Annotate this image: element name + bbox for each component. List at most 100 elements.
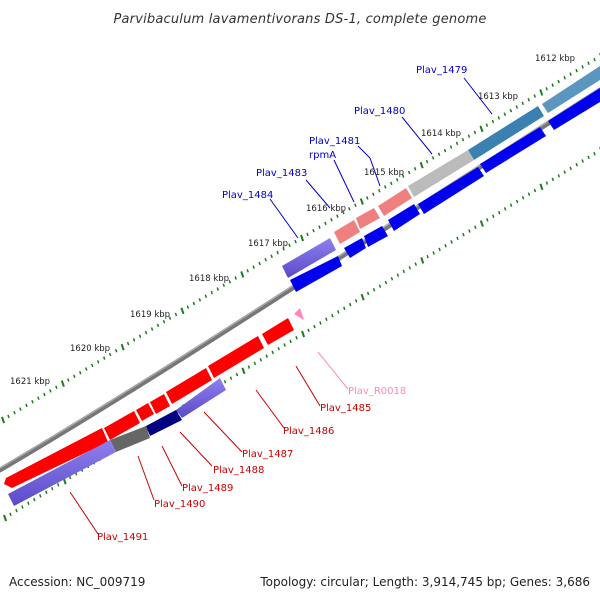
- inner-tick: [444, 243, 447, 248]
- outer-tick: [7, 414, 10, 419]
- inner-tick: [581, 159, 584, 163]
- outer-tick: [312, 228, 315, 233]
- gene-arrow-plav-1486[interactable]: [208, 336, 264, 378]
- reverse-labels: Plav_R0018 Plav_1485 Plav_1486 Plav_1487…: [97, 386, 406, 543]
- gene-bar-plav-1479-tail[interactable]: [542, 66, 600, 113]
- gene-label-plav-1480[interactable]: Plav_1480: [354, 106, 405, 117]
- gene-arrow-plav-1480[interactable]: [480, 127, 546, 173]
- inner-tick: [593, 151, 596, 156]
- inner-tick: [551, 177, 555, 182]
- outer-tick: [449, 145, 453, 149]
- gene-arrow-plav-1481[interactable]: [418, 167, 484, 214]
- inner-tick: [503, 207, 507, 211]
- gene-label-plav-1486[interactable]: Plav_1486: [283, 426, 334, 437]
- inner-tick: [462, 232, 465, 237]
- gene-arrow-plav-1487[interactable]: [166, 368, 212, 404]
- outer-tick: [545, 87, 548, 91]
- inner-tick: [283, 343, 286, 347]
- gene-label-plav-1484[interactable]: Plav_1484: [222, 190, 273, 201]
- gene-bar-darkgray[interactable]: [110, 426, 150, 452]
- gene-arrow-plav-1488[interactable]: [150, 394, 170, 414]
- outer-tick: [336, 214, 339, 218]
- inner-tick: [44, 490, 48, 494]
- outer-tick: [503, 112, 507, 116]
- outer-tick: [491, 119, 495, 124]
- inner-tick: [68, 475, 72, 480]
- outer-tick: [84, 367, 88, 371]
- outer-tick: [569, 72, 572, 76]
- gene-bar-salmon-3[interactable]: [334, 220, 360, 244]
- outer-tick: [210, 290, 214, 295]
- outer-tick: [306, 232, 309, 237]
- gene-bar-gray[interactable]: [408, 150, 474, 197]
- inner-tick: [479, 220, 484, 227]
- inner-tick: [527, 192, 531, 196]
- gene-bar-plav-1491[interactable]: [8, 440, 116, 506]
- gene-rna-plav-r0018[interactable]: [294, 308, 304, 320]
- gene-bar-plav-1484[interactable]: [282, 238, 336, 278]
- outer-tick: [413, 167, 417, 171]
- inner-tick: [545, 181, 549, 185]
- genome-summary-text: Topology: circular; Length: 3,914,745 bp…: [259, 575, 590, 589]
- gene-arrow-plav-1484[interactable]: [290, 256, 342, 292]
- gene-bar-plav-1479[interactable]: [468, 106, 544, 160]
- outer-tick: [120, 343, 125, 351]
- gene-arrow-plav-1485[interactable]: [262, 318, 294, 345]
- outer-tick: [575, 68, 578, 73]
- outer-tick: [204, 294, 208, 298]
- outer-tick: [425, 159, 429, 164]
- gene-label-plav-1489[interactable]: Plav_1489: [182, 483, 233, 494]
- gene-arrow-plav-1489[interactable]: [136, 403, 154, 421]
- gene-bar-navy[interactable]: [146, 410, 182, 436]
- kbp-label-1618: 1618 kbp: [189, 274, 229, 284]
- gene-arrow-rpma[interactable]: [388, 204, 420, 231]
- gene-label-plav-1479[interactable]: Plav_1479: [416, 65, 467, 76]
- inner-tick: [533, 188, 537, 193]
- gene-label-plav-1491[interactable]: Plav_1491: [97, 532, 148, 543]
- inner-tick: [408, 266, 412, 270]
- inner-tick: [259, 358, 263, 362]
- gene-label-plav-1483[interactable]: Plav_1483: [256, 168, 307, 179]
- outer-tick: [419, 161, 424, 169]
- gene-arrow-plav-1483b[interactable]: [344, 238, 366, 258]
- inner-tick: [450, 240, 453, 244]
- outer-tick: [270, 254, 273, 258]
- gene-arrow-plav-1491[interactable]: [4, 428, 108, 488]
- forward-labels: Plav_1479 Plav_1480 Plav_1481 rpmA Plav_…: [222, 65, 467, 201]
- gene-label-plav-1490[interactable]: Plav_1490: [154, 499, 205, 510]
- gene-label-rpma[interactable]: rpmA: [309, 150, 336, 161]
- gene-bar-salmon-1[interactable]: [378, 188, 412, 216]
- reverse-leaders: [69, 351, 349, 535]
- outer-tick: [102, 356, 106, 360]
- outer-tick: [25, 403, 28, 408]
- gene-label-plav-r0018[interactable]: Plav_R0018: [348, 386, 406, 397]
- outer-tick: [521, 101, 525, 106]
- inner-tick: [575, 162, 578, 167]
- gene-label-plav-1488[interactable]: Plav_1488: [213, 465, 264, 476]
- kbp-label-1612: 1612 kbp: [535, 54, 575, 64]
- gene-label-plav-1481[interactable]: Plav_1481: [309, 136, 360, 147]
- inner-tick: [277, 346, 280, 351]
- inner-tick: [486, 218, 489, 222]
- outer-tick: [563, 76, 566, 80]
- kbp-label-1614: 1614 kbp: [421, 129, 461, 139]
- outer-tick: [443, 148, 447, 153]
- inner-tick: [491, 214, 495, 218]
- gene-arrow-plav-1483[interactable]: [364, 226, 388, 247]
- inner-tick: [307, 328, 310, 333]
- gene-bar-salmon-2[interactable]: [356, 208, 380, 229]
- outer-tick: [551, 83, 554, 87]
- gene-label-plav-1487[interactable]: Plav_1487: [242, 449, 293, 460]
- outer-tick: [557, 79, 560, 84]
- outer-tick: [19, 407, 22, 411]
- gene-bar-purple-lower[interactable]: [176, 378, 226, 418]
- gene-arrow-plav-1490[interactable]: [104, 411, 140, 440]
- gene-label-plav-1485[interactable]: Plav_1485: [320, 403, 371, 414]
- outer-tick: [37, 396, 40, 400]
- gene-arrow-plav-1479[interactable]: [548, 88, 600, 130]
- outer-tick: [144, 330, 148, 335]
- inner-tick: [223, 380, 227, 384]
- outer-tick: [497, 116, 501, 120]
- kbp-label-1617: 1617 kbp: [248, 239, 288, 249]
- inner-tick: [396, 273, 400, 277]
